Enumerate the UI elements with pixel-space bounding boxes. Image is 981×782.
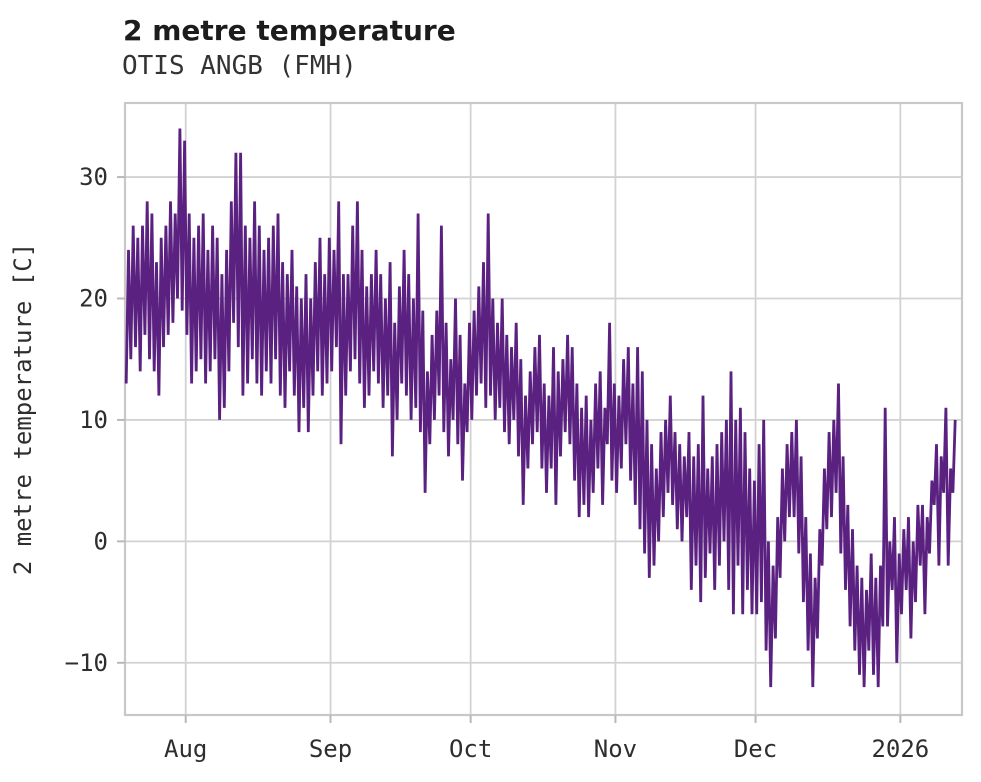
x-tick-label: Dec (734, 735, 777, 763)
y-tick-label: 0 (94, 527, 108, 555)
y-tick-label: 30 (79, 163, 108, 191)
y-tick-label: 20 (79, 285, 108, 313)
y-tick-label: 10 (79, 406, 108, 434)
x-tick-label: 2026 (871, 735, 929, 763)
y-axis-label: 2 metre temperature [C] (9, 243, 37, 575)
x-tick-label: Nov (594, 735, 637, 763)
x-tick-label: Oct (449, 735, 492, 763)
temperature-line (124, 128, 957, 688)
chart-subtitle: OTIS ANGB (FMH) (122, 51, 357, 81)
chart-title: 2 metre temperature (123, 14, 456, 47)
x-tick-label: Sep (309, 735, 352, 763)
x-tick-label: Aug (164, 735, 207, 763)
y-tick-label: −10 (65, 649, 108, 677)
plot-border (123, 101, 964, 717)
